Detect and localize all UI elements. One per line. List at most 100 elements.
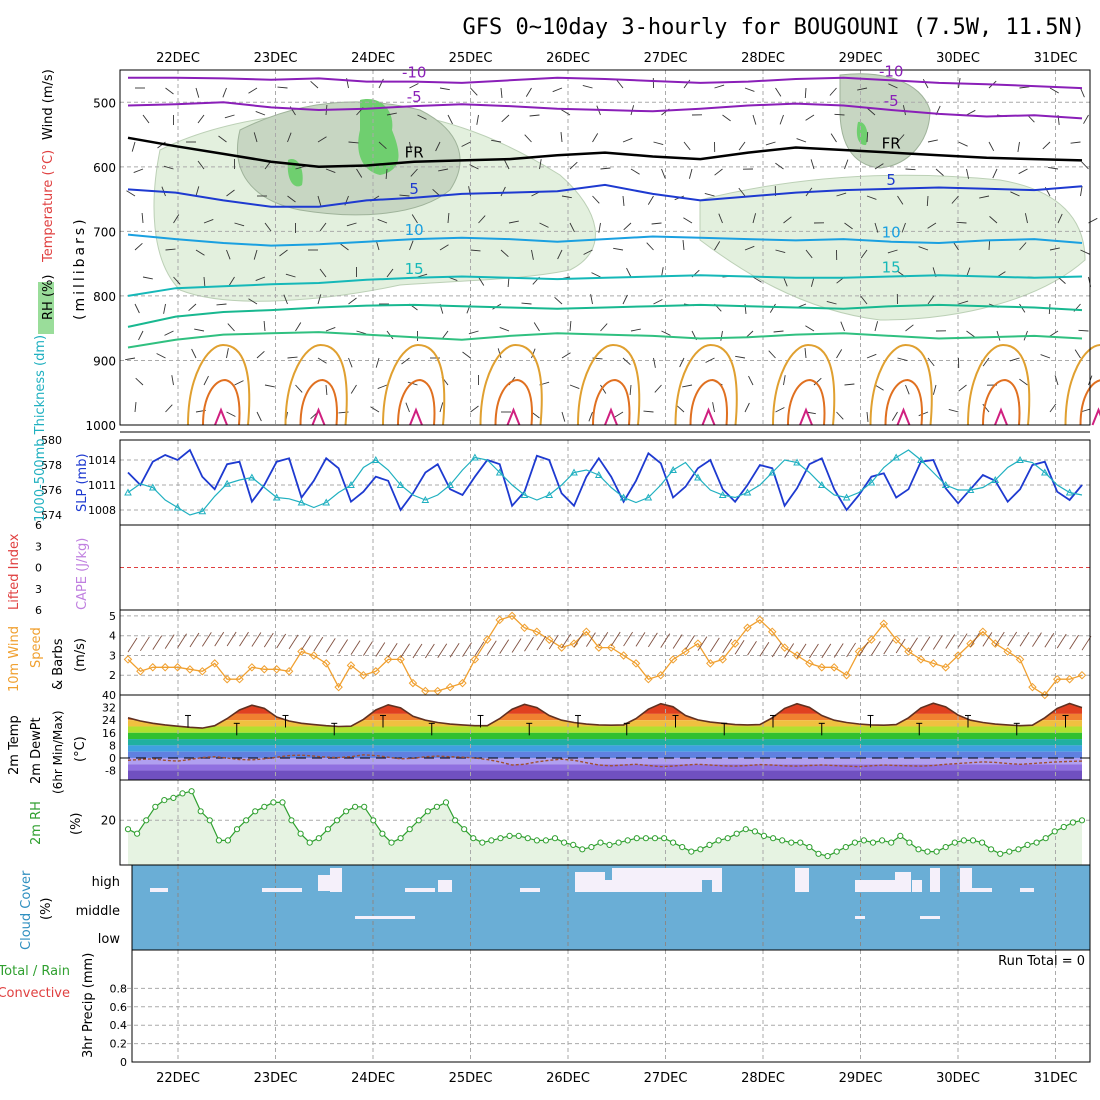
wind-barb [683,217,693,224]
wind-barb [905,324,914,332]
wind-barb [1049,87,1059,94]
hot-contour [311,407,326,426]
warm-contour-inner [1079,379,1100,426]
wind-barb [508,220,519,224]
wind-barb [569,161,578,170]
wind-barb [1024,213,1028,224]
warm-contour [967,343,1031,426]
rh-marker [224,837,231,844]
warm-contour-inner [592,378,631,426]
cloud-block [318,875,330,891]
wind-speed-marker [483,635,492,644]
wind-speed-marker [421,686,430,696]
wind-barb [583,249,593,255]
ytick-left: 574 [41,509,62,522]
thickness-marker [223,479,231,487]
rh-marker [343,808,350,815]
wind-speed-marker [681,647,690,656]
isotherm-label: FR [405,144,424,162]
rh-marker [243,817,250,824]
rh-marker [588,844,595,851]
wind-barb [386,112,397,116]
wind-barb [796,138,807,143]
hot-contour [994,407,1008,426]
wind-barb [982,632,993,647]
isotherm-label: -5 [407,88,422,106]
wind-barb [830,133,837,143]
wind-barb [826,300,837,305]
wind-barb [720,330,723,341]
wind-barb [805,114,815,121]
wind-barb [598,631,609,647]
wind-barb [409,240,414,251]
wind-speed-marker [978,627,988,636]
rh-marker [642,835,650,842]
thickness-marker [892,453,900,461]
warm-contour-inner [982,378,1021,426]
chart-title: GFS 0~10day 3-hourly for BOUGOUNI (7.5W,… [462,15,1085,40]
wind-barb [679,357,685,368]
wind-barb [441,330,449,340]
wind-barb [462,642,472,657]
wind-speed-marker [966,639,975,648]
wind-barb [171,375,174,386]
wind-speed-marker [284,667,294,676]
wind-speed-marker [309,651,319,660]
cloud-block [795,868,809,892]
rh-marker [361,803,368,810]
cloud-block [895,872,911,892]
rh-marker [988,846,995,853]
wind-barb [218,135,227,143]
rh-marker [597,839,604,846]
ylabel-li: Lifted Index [7,533,22,610]
wind-barb [982,357,990,367]
cloud-block [1020,888,1034,892]
wind-speed-marker [1028,682,1037,692]
wind-barb [810,159,815,170]
wind-barb [385,168,388,180]
wind-barb [661,330,671,336]
thickness-marker [793,458,801,466]
cloud-level-label: low [98,932,121,947]
ytick-left: 580 [41,434,62,447]
ytick-label: 16 [102,727,116,740]
wind-barb [600,384,607,394]
wind-barb [561,109,571,116]
wind-barb [775,249,786,254]
date-label-bottom: 27DEC [644,1071,688,1086]
wind-barb [895,638,906,654]
ylabel-total-rain: Total / Rain [0,964,70,979]
rh-marker [706,841,713,849]
wind-speed-marker [1003,647,1012,656]
rh-marker [1060,823,1067,831]
wind-barb [319,268,327,278]
wind-speed-marker [829,663,839,672]
wind-barb [409,83,419,89]
isotherm-low-7 [127,331,1083,349]
panel-border-upper-air [119,69,1091,426]
wind-barb [1054,375,1059,386]
wind-barb [500,87,503,98]
rh-marker [206,817,213,824]
rh-marker [143,817,150,824]
wind-barb [346,222,357,227]
warm-contour [479,343,543,426]
thickness-marker [1016,455,1024,463]
isotherm-10 [127,233,1083,247]
wind-barb [499,639,510,654]
warm-contour-inner [397,378,436,426]
rh-marker [297,830,304,837]
wind-barb [966,330,975,338]
rh-marker [488,837,495,844]
rh-marker [470,835,477,842]
rh-marker [506,832,513,840]
temp-band [128,726,1082,733]
wind-speed-marker [408,678,418,688]
thickness-marker [594,470,603,478]
wind-barb [486,640,497,656]
wind-barb [405,402,410,413]
ytick-label: 0.8 [110,982,128,995]
wind-barb [927,295,935,305]
warm-contour [284,343,348,426]
wind-speed-marker [817,663,827,672]
